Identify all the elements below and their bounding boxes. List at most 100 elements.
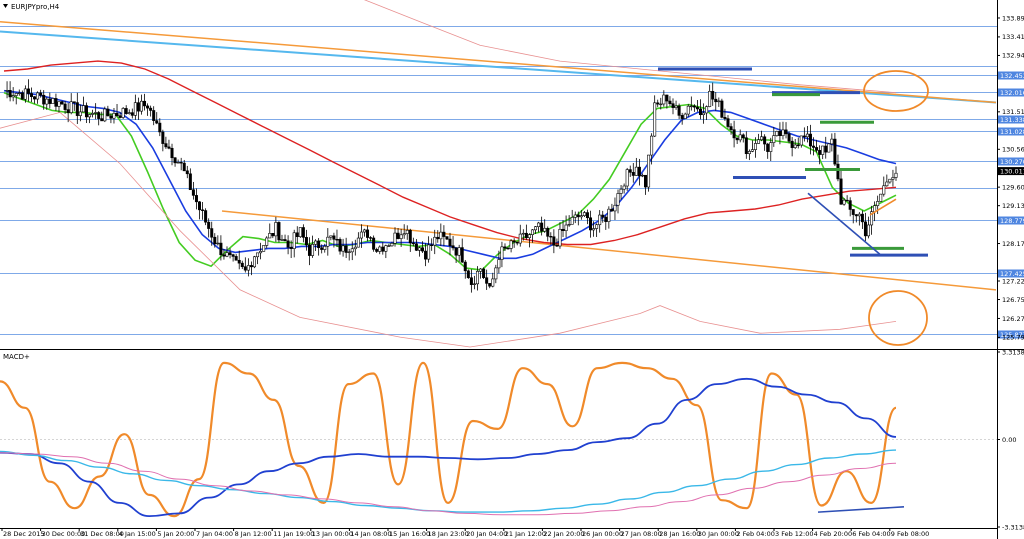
candle-body — [378, 246, 382, 252]
candle-body — [283, 239, 287, 242]
candle-body — [219, 242, 223, 256]
time-tick-label: 28 Dec 2015 — [3, 530, 45, 538]
candle-body — [366, 229, 370, 238]
candle-body — [100, 118, 104, 122]
symbol-dropdown-icon[interactable] — [3, 4, 8, 8]
candle-body — [775, 131, 779, 136]
candle-body — [793, 144, 797, 148]
candle-body — [589, 217, 593, 231]
level-price-tag — [998, 330, 1024, 339]
level-price-label: 130.270 — [1000, 158, 1024, 166]
level-price-label: 127.425 — [1000, 270, 1024, 278]
macd-marker-line — [817, 506, 905, 513]
candle-body — [112, 113, 116, 119]
candle-body — [653, 102, 657, 137]
candle-body — [332, 235, 336, 240]
candle-body — [784, 129, 788, 135]
candle-body — [118, 115, 122, 118]
candle-body — [677, 105, 681, 116]
candle-body — [185, 170, 189, 175]
candle-body — [598, 214, 602, 226]
candle-body — [757, 139, 761, 144]
candle-body — [573, 214, 577, 218]
candle-body — [708, 91, 712, 107]
level-price-tag — [998, 216, 1024, 225]
candle-body — [268, 233, 272, 239]
candle-body — [454, 247, 458, 256]
candle-body — [350, 248, 354, 253]
candle-body — [500, 246, 504, 260]
candle-body — [115, 113, 119, 117]
candle-body — [8, 90, 12, 98]
candle-body — [564, 224, 568, 232]
candle-body — [610, 208, 614, 212]
trendline-lower-orange — [221, 210, 997, 291]
level-price-tag — [998, 157, 1024, 166]
time-tick-label: 8 Jan 12:00 — [235, 530, 272, 538]
candle-body — [75, 102, 79, 116]
candle-body — [94, 112, 98, 114]
candle-body — [686, 105, 690, 115]
candle-body — [417, 247, 421, 251]
candle-body — [689, 105, 693, 108]
macd-tick-label: 3.3138 — [1002, 348, 1024, 356]
candle-body — [42, 94, 46, 105]
candle-body — [356, 237, 360, 248]
candle-body — [482, 268, 486, 279]
price-tick-label: 133.894 — [1002, 14, 1024, 22]
candle-body — [317, 240, 321, 249]
candle-body — [857, 213, 861, 217]
candle-body — [815, 147, 819, 151]
candle-body — [36, 92, 40, 100]
candle-body — [616, 193, 620, 206]
candle-body — [256, 252, 260, 258]
candle-body — [494, 267, 498, 280]
candle-body — [469, 277, 473, 285]
candle-body — [512, 240, 516, 243]
candle-body — [549, 236, 553, 238]
candle-body — [359, 231, 363, 239]
candle-body — [439, 231, 443, 240]
candle-body — [729, 126, 733, 130]
candle-body — [149, 107, 153, 111]
candle-body — [695, 106, 699, 110]
candle-body — [335, 239, 339, 241]
candle-body — [295, 232, 299, 238]
candle-body — [585, 212, 589, 219]
candle-body — [506, 247, 510, 250]
candle-body — [433, 236, 437, 246]
candle-body — [17, 92, 21, 95]
candle-body — [225, 252, 229, 257]
candle-body — [821, 145, 825, 155]
candle-body — [674, 105, 678, 108]
candle-body — [182, 162, 186, 172]
candle-body — [680, 115, 684, 119]
envelope-upper-curve — [363, 0, 897, 94]
time-tick-label: 5 Jan 20:00 — [157, 530, 194, 538]
candle-body — [164, 143, 168, 148]
candle-body — [527, 234, 531, 239]
candle-body — [702, 112, 706, 116]
time-tick-label: 7 Jan 04:00 — [196, 530, 233, 538]
candle-body — [23, 88, 27, 100]
candle-body — [311, 244, 315, 256]
symbol-label: EURJPYpro,H4 — [11, 3, 60, 11]
candle-body — [298, 227, 302, 238]
highlight-circle-lower — [868, 290, 928, 346]
level-price-label: 131.338 — [1000, 116, 1024, 124]
candle-body — [411, 242, 415, 245]
candle-body — [705, 106, 709, 114]
candle-body — [738, 134, 742, 141]
candle-body — [534, 226, 538, 231]
candle-body — [14, 93, 18, 96]
marker-short-orange — [869, 198, 897, 216]
candle-body — [848, 200, 852, 210]
candle-body — [91, 113, 95, 115]
candle-body — [320, 247, 324, 250]
candle-body — [20, 92, 24, 100]
annotations-layer — [658, 67, 929, 346]
price-tick-label: 129.604 — [1002, 183, 1024, 191]
time-tick-label: 3 Feb 12:00 — [775, 530, 814, 538]
